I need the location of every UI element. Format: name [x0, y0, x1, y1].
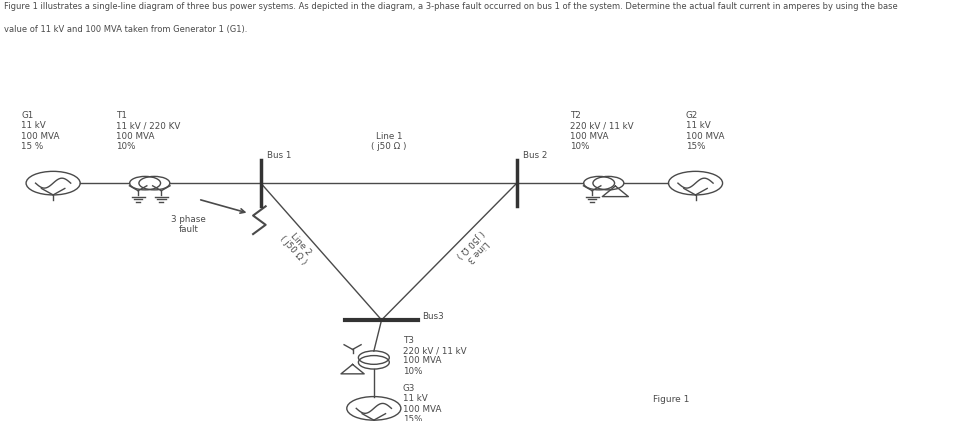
Text: Bus 1: Bus 1	[267, 151, 291, 160]
Text: T2
220 kV / 11 kV
100 MVA
10%: T2 220 kV / 11 kV 100 MVA 10%	[570, 111, 634, 151]
Text: Bus3: Bus3	[422, 312, 444, 321]
Text: T1
11 kV / 220 KV
100 MVA
10%: T1 11 kV / 220 KV 100 MVA 10%	[116, 111, 181, 151]
Text: Figure 1 illustrates a single-line diagram of three bus power systems. As depict: Figure 1 illustrates a single-line diagr…	[4, 2, 897, 11]
Text: Bus 2: Bus 2	[523, 151, 547, 160]
Text: value of 11 kV and 100 MVA taken from Generator 1 (G1).: value of 11 kV and 100 MVA taken from Ge…	[4, 25, 247, 34]
Text: T3
220 kV / 11 kV
100 MVA
10%: T3 220 kV / 11 kV 100 MVA 10%	[403, 336, 467, 376]
Text: G2
11 kV
100 MVA
15%: G2 11 kV 100 MVA 15%	[686, 111, 724, 151]
Text: Line 1
( j50 Ω ): Line 1 ( j50 Ω )	[371, 132, 407, 151]
Text: 3 phase
fault: 3 phase fault	[171, 215, 206, 234]
Text: G3
11 kV
100 MVA
15%: G3 11 kV 100 MVA 15%	[403, 384, 441, 421]
Text: Line 3
( j50 Ω ): Line 3 ( j50 Ω )	[454, 228, 493, 267]
Text: Line 2
( j50 Ω ): Line 2 ( j50 Ω )	[278, 228, 316, 267]
Text: Figure 1: Figure 1	[653, 395, 690, 404]
Text: G1
11 kV
100 MVA
15 %: G1 11 kV 100 MVA 15 %	[21, 111, 60, 151]
